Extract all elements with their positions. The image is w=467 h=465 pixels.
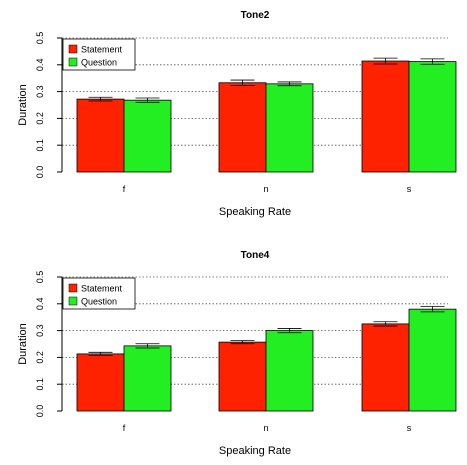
bar-question-f	[123, 345, 172, 412]
y-tick-label: 0.2	[35, 351, 45, 364]
y-tick-label: 0.5	[35, 271, 45, 284]
chart-panel-1: Tone2 0.0 0.1 0.2 0.3 0.4 0.5 Duration f n s Speaki…	[17, 10, 457, 218]
x-tick-label: s	[407, 423, 412, 433]
y-tick-label: 0.1	[35, 139, 45, 152]
bar-statement-n	[218, 82, 267, 173]
bar-question-n	[265, 83, 314, 173]
x-tick-label: f	[123, 184, 126, 194]
chart-title: Tone4	[241, 250, 270, 261]
bar-statement-n	[218, 341, 267, 412]
legend-label: Question	[81, 58, 117, 68]
y-tick-label: 0.1	[35, 378, 45, 391]
legend-swatch-question	[68, 57, 78, 67]
legend-swatch-question	[68, 296, 78, 306]
bar-question-n	[265, 330, 314, 412]
bar-statement-f	[76, 353, 125, 412]
bar-statement-s	[361, 60, 410, 173]
y-tick-label: 0.2	[35, 112, 45, 125]
y-tick-label: 0.5	[35, 32, 45, 45]
x-tick-label: n	[263, 184, 268, 194]
bar-question-s	[408, 308, 457, 412]
chart-title: Tone2	[241, 10, 270, 21]
y-tick-label: 0.0	[35, 166, 45, 179]
y-tick-label: 0.4	[35, 59, 45, 72]
x-tick-label: n	[263, 423, 268, 433]
bar-statement-f	[76, 98, 125, 173]
y-tick-label: 0.3	[35, 85, 45, 98]
bar-statement-s	[361, 323, 410, 412]
legend-label: Statement	[81, 45, 123, 55]
legend-label: Question	[81, 297, 117, 307]
y-tick-label: 0.4	[35, 298, 45, 311]
legend-swatch-statement	[68, 283, 78, 293]
legend: Statement Question	[62, 38, 136, 71]
x-axis-label: Speaking Rate	[219, 206, 291, 218]
y-axis-label: Duration	[17, 323, 29, 365]
y-axis-label: Duration	[17, 84, 29, 126]
x-axis-label: Speaking Rate	[219, 445, 291, 457]
y-tick-label: 0.0	[35, 405, 45, 418]
x-tick-label: s	[407, 184, 412, 194]
bar-question-s	[408, 61, 457, 173]
legend-swatch-statement	[68, 44, 78, 54]
bar-question-f	[123, 99, 172, 173]
legend-label: Statement	[81, 284, 123, 294]
x-tick-label: f	[123, 423, 126, 433]
y-tick-label: 0.3	[35, 324, 45, 337]
legend: Statement Question	[62, 277, 136, 310]
chart-panel-2: Tone4 0.0 0.1 0.2 0.3 0.4 0.5 Duration f n s Speaki…	[17, 250, 457, 457]
